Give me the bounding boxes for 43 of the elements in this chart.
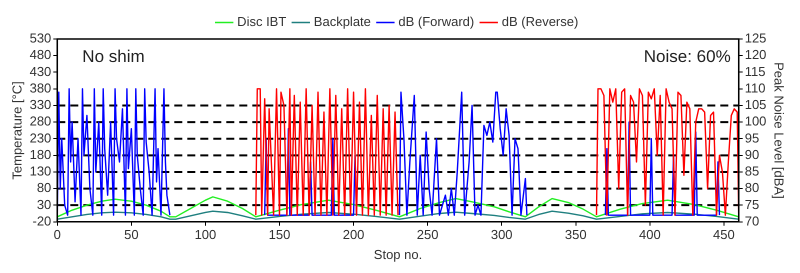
y2-tick-label: 125 — [744, 30, 766, 46]
legend-label: dB (Reverse) — [502, 14, 578, 30]
x-tick-label: 100 — [194, 227, 216, 242]
y2-tick-label: 70 — [744, 213, 760, 228]
legend-label: dB (Forward) — [398, 14, 474, 30]
y2-tick-label: 75 — [744, 196, 760, 212]
y-tick-label: 480 — [30, 47, 52, 62]
y-tick-label: 430 — [30, 64, 52, 79]
annotation: No shim — [82, 47, 145, 66]
y-tick-label: 230 — [30, 130, 52, 146]
y-axis-title: Temperature [°C] — [9, 81, 24, 180]
x-tick-label: 50 — [124, 227, 139, 242]
y2-axis-title: Peak Noise Level [dBA] — [772, 62, 787, 199]
legend-label: Disc IBT — [237, 14, 286, 30]
y-tick-label: 180 — [30, 146, 52, 162]
y2-tick-label: 95 — [744, 130, 760, 146]
y2-tick-label: 90 — [744, 146, 760, 162]
x-tick-label: 200 — [342, 227, 364, 242]
y2-tick-label: 80 — [744, 180, 760, 196]
y-tick-label: 280 — [30, 114, 52, 129]
x-tick-label: 300 — [490, 227, 513, 242]
y-tick-label: 80 — [36, 180, 52, 196]
y-tick-label: 330 — [30, 97, 52, 112]
y-tick-label: 530 — [30, 30, 52, 46]
y-tick-label: 130 — [30, 164, 52, 179]
y2-tick-label: 110 — [744, 80, 766, 96]
y2-tick-label: 85 — [744, 164, 760, 179]
x-tick-label: 450 — [713, 227, 735, 242]
y-tick-label: 30 — [36, 196, 52, 212]
x-tick-label: 350 — [564, 227, 587, 242]
x-axis-title: Stop no. — [374, 246, 422, 262]
y2-tick-label: 100 — [744, 114, 766, 129]
x-tick-label: 150 — [268, 227, 290, 242]
y2-tick-label: 105 — [744, 97, 766, 112]
annotation: Noise: 60% — [644, 47, 731, 66]
y2-tick-label: 115 — [744, 64, 766, 79]
y-tick-label: -20 — [32, 213, 52, 228]
legend-label: Backplate — [314, 14, 371, 30]
y2-tick-label: 120 — [744, 47, 766, 62]
x-tick-label: 0 — [54, 227, 61, 242]
y-tick-label: 380 — [30, 80, 52, 96]
x-tick-label: 250 — [416, 227, 438, 242]
x-tick-label: 400 — [638, 227, 661, 242]
